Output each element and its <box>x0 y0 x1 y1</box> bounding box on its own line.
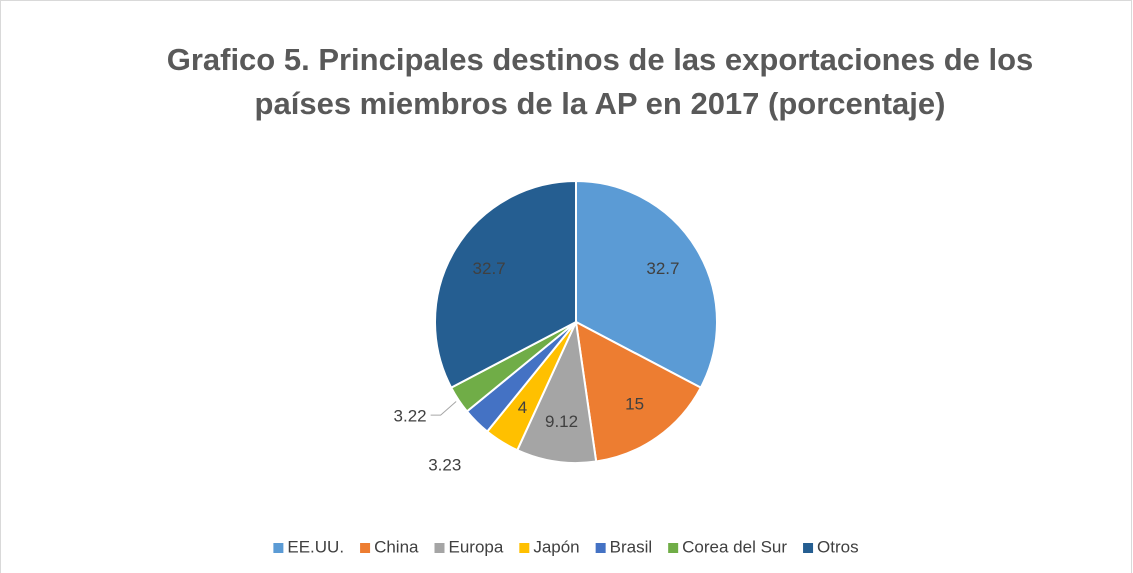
pie-slice <box>575 179 718 390</box>
pie-slice <box>434 179 577 390</box>
leader-line <box>430 401 457 416</box>
data-label: 32.7 <box>473 259 506 278</box>
legend-label: Europa <box>448 537 503 556</box>
legend-label: China <box>374 537 419 556</box>
pie-slice <box>574 320 703 463</box>
legend-swatch <box>668 543 679 553</box>
legend-label: EE.UU. <box>287 537 344 556</box>
legend-label: Brasil <box>610 537 653 556</box>
pie-slice <box>515 318 598 464</box>
data-label: 3.23 <box>428 455 461 474</box>
legend-swatch <box>434 543 445 553</box>
data-label: 32.7 <box>646 259 679 278</box>
data-label: 15 <box>625 394 644 413</box>
data-label: 3.22 <box>394 407 427 426</box>
legend-swatch <box>595 543 606 553</box>
data-label: 9.12 <box>545 412 578 431</box>
legend-swatch <box>360 543 371 553</box>
data-label: 4 <box>518 398 527 417</box>
legend-label: Japón <box>533 537 579 556</box>
chart-title: Grafico 5. Principales destinos de las e… <box>166 42 1034 121</box>
legend-swatch <box>803 543 814 553</box>
legend-swatch <box>273 543 284 553</box>
legend-swatch <box>519 543 530 553</box>
legend-label: Otros <box>817 537 859 556</box>
legend-label: Corea del Sur <box>682 537 787 556</box>
